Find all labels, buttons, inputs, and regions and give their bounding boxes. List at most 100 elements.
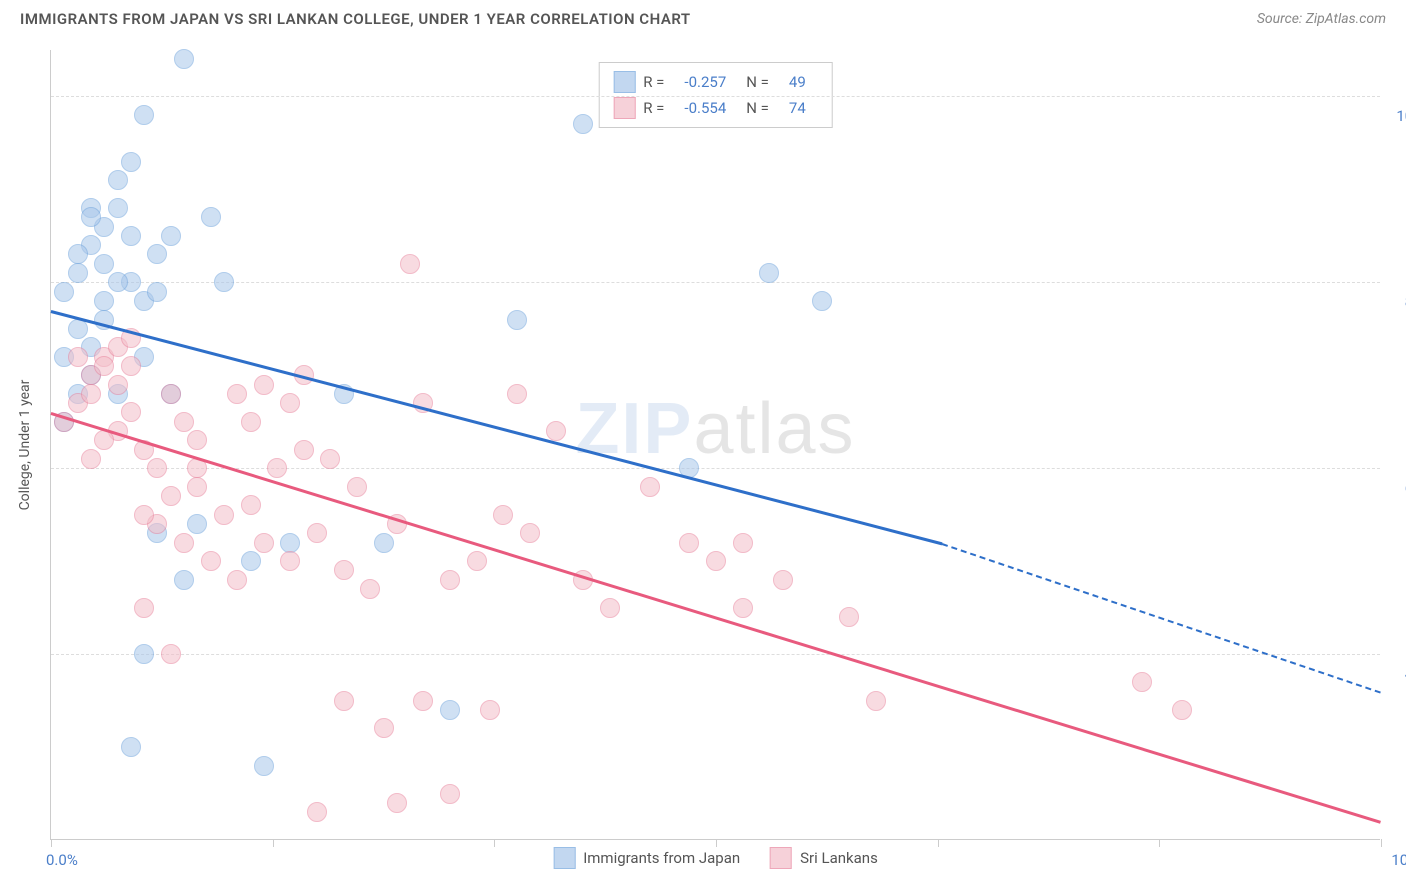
data-point <box>440 570 460 590</box>
data-point <box>108 272 128 292</box>
data-point <box>400 254 420 274</box>
x-tick <box>938 839 939 847</box>
data-point <box>68 347 88 367</box>
chart-container: College, Under 1 year ZIPatlas R =-0.257… <box>50 50 1380 840</box>
data-point <box>134 105 154 125</box>
data-point <box>161 486 181 506</box>
legend-correlation: R = -0.257 N = 49R = -0.554 N = 74 <box>598 62 833 128</box>
data-point <box>347 477 367 497</box>
data-point <box>121 226 141 246</box>
data-point <box>134 598 154 618</box>
legend-n-value: 74 <box>789 99 806 117</box>
data-point <box>280 551 300 571</box>
data-point <box>214 272 234 292</box>
gridline <box>51 654 1380 655</box>
data-point <box>413 691 433 711</box>
data-point <box>201 551 221 571</box>
data-point <box>320 449 340 469</box>
data-point <box>467 551 487 571</box>
data-point <box>227 384 247 404</box>
data-point <box>147 282 167 302</box>
data-point <box>679 533 699 553</box>
trend-line <box>942 543 1382 694</box>
data-point <box>280 533 300 553</box>
data-point <box>493 505 513 525</box>
data-point <box>147 244 167 264</box>
data-point <box>387 793 407 813</box>
data-point <box>108 198 128 218</box>
data-point <box>706 551 726 571</box>
data-point <box>1172 700 1192 720</box>
data-point <box>866 691 886 711</box>
legend-row: R =-0.554N =74 <box>613 95 818 121</box>
data-point <box>334 691 354 711</box>
x-tick <box>716 839 717 847</box>
data-point <box>174 570 194 590</box>
data-point <box>108 170 128 190</box>
source-label: Source: ZipAtlas.com <box>1257 11 1386 27</box>
data-point <box>227 570 247 590</box>
trend-line <box>51 413 1382 824</box>
data-point <box>134 644 154 664</box>
data-point <box>94 356 114 376</box>
data-point <box>121 356 141 376</box>
data-point <box>108 375 128 395</box>
data-point <box>161 384 181 404</box>
x-tick <box>273 839 274 847</box>
data-point <box>81 384 101 404</box>
legend-r-label: R = <box>643 73 664 91</box>
data-point <box>812 291 832 311</box>
data-point <box>254 756 274 776</box>
y-tick-label: 100.0% <box>1396 107 1406 125</box>
x-tick <box>1381 839 1382 847</box>
legend-row: R = -0.257 N = 49 <box>613 69 818 95</box>
data-point <box>1132 672 1152 692</box>
legend-swatch <box>613 97 635 119</box>
data-point <box>81 207 101 227</box>
data-point <box>307 523 327 543</box>
x-tick <box>494 839 495 847</box>
legend-r-value: -0.257 <box>684 73 726 91</box>
data-point <box>759 263 779 283</box>
plot-area: ZIPatlas R =-0.257N =49R =-0.554N =74 Im… <box>50 50 1380 840</box>
data-point <box>174 412 194 432</box>
data-point <box>267 458 287 478</box>
data-point <box>546 421 566 441</box>
data-point <box>241 412 261 432</box>
data-point <box>254 375 274 395</box>
data-point <box>520 523 540 543</box>
data-point <box>440 784 460 804</box>
legend-n-label: N = <box>746 99 769 117</box>
legend-series: Immigrants from JapanSri Lankans <box>553 847 878 869</box>
x-tick <box>1159 839 1160 847</box>
data-point <box>214 505 234 525</box>
data-point <box>294 440 314 460</box>
legend-series-item: Sri Lankans <box>770 847 878 869</box>
data-point <box>134 505 154 525</box>
data-point <box>507 310 527 330</box>
legend-n-value: 49 <box>789 73 806 91</box>
legend-r-value: -0.554 <box>684 99 726 117</box>
legend-swatch <box>613 71 635 93</box>
legend-n-label: N = <box>746 73 769 91</box>
data-point <box>187 430 207 450</box>
data-point <box>54 282 74 302</box>
data-point <box>573 114 593 134</box>
data-point <box>68 244 88 264</box>
data-point <box>360 579 380 599</box>
data-point <box>374 533 394 553</box>
data-point <box>147 458 167 478</box>
data-point <box>94 291 114 311</box>
data-point <box>121 152 141 172</box>
legend-series-label: Sri Lankans <box>800 849 878 867</box>
x-tick <box>51 839 52 847</box>
x-tick-label: 100.0% <box>1391 851 1406 869</box>
data-point <box>640 477 660 497</box>
legend-swatch <box>770 847 792 869</box>
data-point <box>733 533 753 553</box>
data-point <box>174 533 194 553</box>
data-point <box>121 402 141 422</box>
data-point <box>839 607 859 627</box>
chart-title: IMMIGRANTS FROM JAPAN VS SRI LANKAN COLL… <box>20 10 691 28</box>
data-point <box>241 551 261 571</box>
